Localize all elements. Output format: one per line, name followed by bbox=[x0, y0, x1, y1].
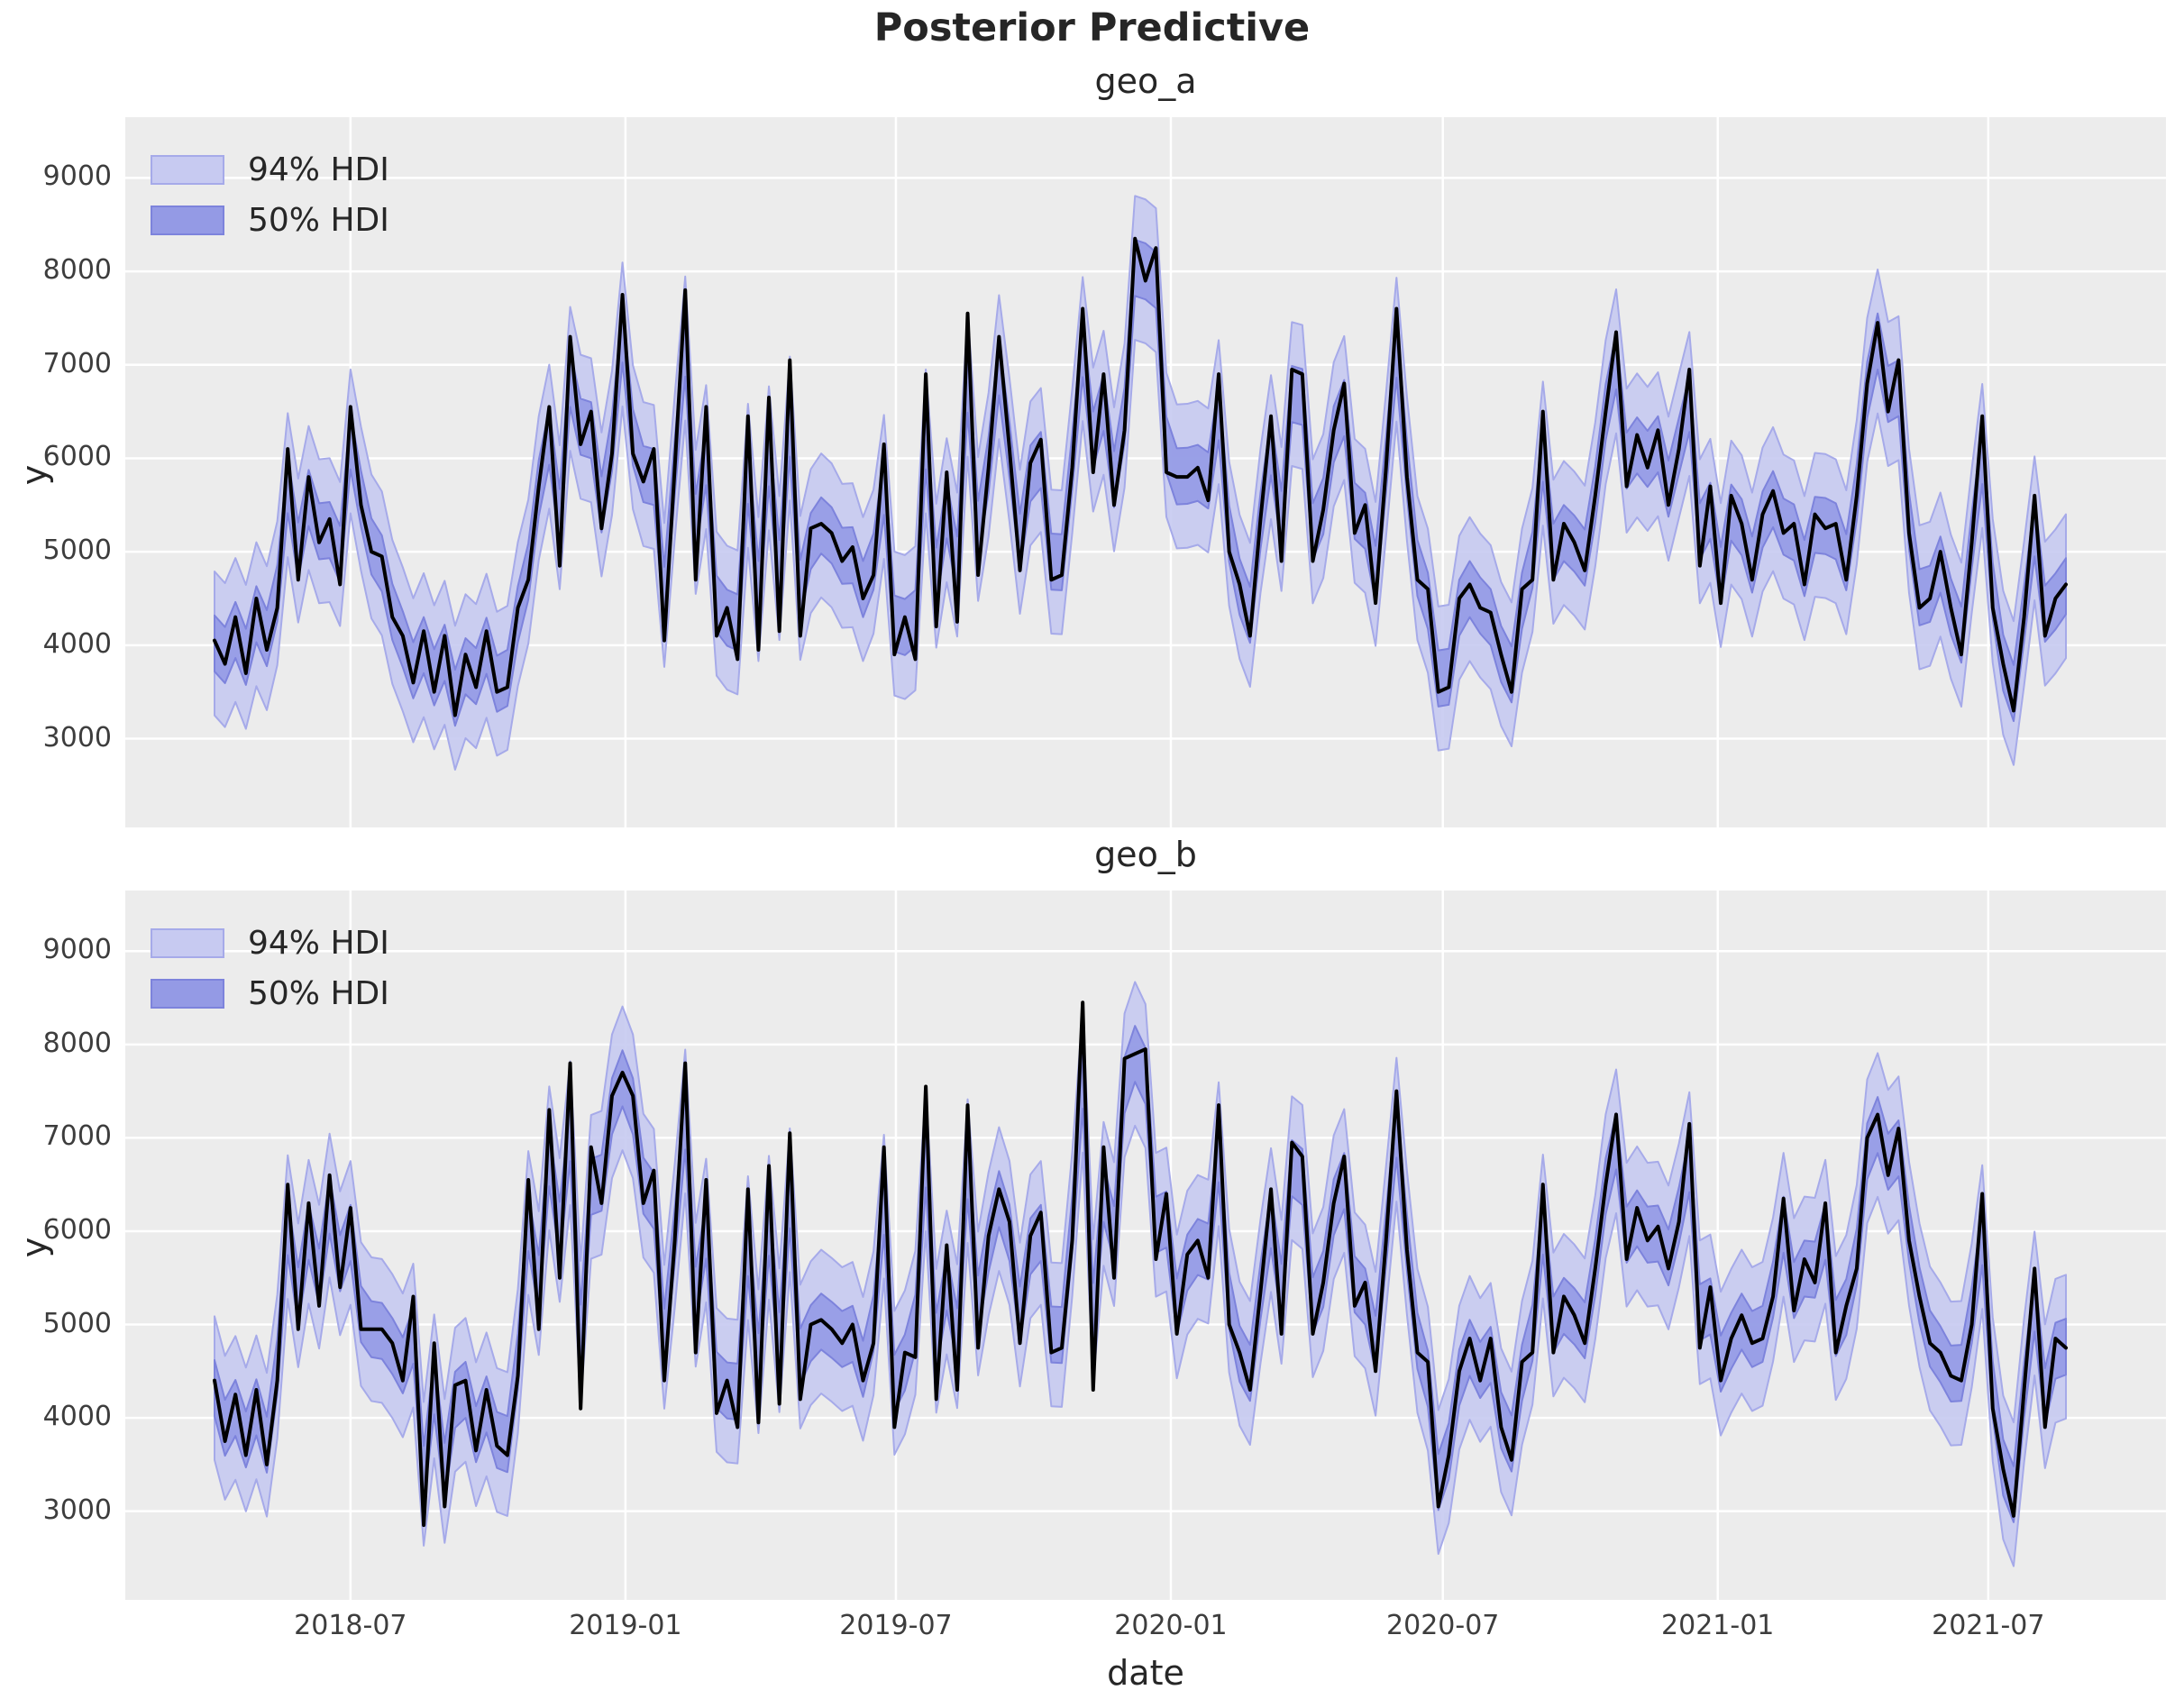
legend-item-50-hdi: 50% HDI bbox=[151, 195, 389, 245]
y-tick-label: 4000 bbox=[42, 627, 112, 660]
y-tick-label: 9000 bbox=[42, 160, 112, 193]
y-tick-label: 9000 bbox=[42, 934, 112, 966]
observed-line bbox=[213, 236, 2069, 717]
legend-item-94-hdi: 94% HDI bbox=[151, 918, 389, 968]
hdi50-swatch-icon bbox=[151, 978, 224, 1009]
y-tick-label: 5000 bbox=[42, 534, 112, 567]
x-tick-label: 2021-07 bbox=[1932, 1610, 2045, 1641]
y-tick-label: 7000 bbox=[42, 1120, 112, 1153]
chart-canvas-geo-a bbox=[125, 117, 2166, 827]
x-tick-label: 2020-07 bbox=[1386, 1610, 1500, 1641]
y-tick-label: 3000 bbox=[42, 721, 112, 754]
hdi94-swatch-icon bbox=[151, 154, 224, 185]
y-tick-label: 6000 bbox=[42, 441, 112, 473]
legend-label: 94% HDI bbox=[248, 924, 389, 962]
x-axis-label: date bbox=[1107, 1653, 1184, 1693]
x-tick-label: 2019-07 bbox=[839, 1610, 953, 1641]
observed-line bbox=[213, 1000, 2069, 1528]
legend-label: 50% HDI bbox=[248, 974, 389, 1012]
legend-item-94-hdi: 94% HDI bbox=[151, 144, 389, 195]
x-tick-label: 2021-01 bbox=[1661, 1610, 1775, 1641]
y-tick-label: 8000 bbox=[42, 1027, 112, 1059]
axes-geo-b: 94% HDI 50% HDI bbox=[125, 891, 2166, 1600]
hdi50-swatch-icon bbox=[151, 205, 224, 235]
axes-geo-a: 94% HDI 50% HDI bbox=[125, 117, 2166, 827]
legend-label: 50% HDI bbox=[248, 201, 389, 239]
figure-title: Posterior Predictive bbox=[873, 5, 1311, 50]
legend-geo-a: 94% HDI 50% HDI bbox=[151, 144, 389, 245]
subplot-title-geo-a: geo_a bbox=[1094, 61, 1197, 101]
chart-canvas-geo-b bbox=[125, 891, 2166, 1600]
x-tick-label: 2020-01 bbox=[1114, 1610, 1228, 1641]
x-tick-label: 2019-01 bbox=[569, 1610, 682, 1641]
x-tick-label: 2018-07 bbox=[294, 1610, 407, 1641]
y-tick-label: 5000 bbox=[42, 1307, 112, 1339]
y-tick-label: 7000 bbox=[42, 347, 112, 379]
y-tick-label: 4000 bbox=[42, 1401, 112, 1433]
legend-geo-b: 94% HDI 50% HDI bbox=[151, 918, 389, 1018]
subplot-title-geo-b: geo_b bbox=[1094, 835, 1197, 874]
y-tick-label: 6000 bbox=[42, 1213, 112, 1246]
hdi94-swatch-icon bbox=[151, 927, 224, 958]
legend-item-50-hdi: 50% HDI bbox=[151, 968, 389, 1018]
y-tick-label: 8000 bbox=[42, 254, 112, 287]
legend-label: 94% HDI bbox=[248, 151, 389, 188]
y-tick-label: 3000 bbox=[42, 1493, 112, 1526]
